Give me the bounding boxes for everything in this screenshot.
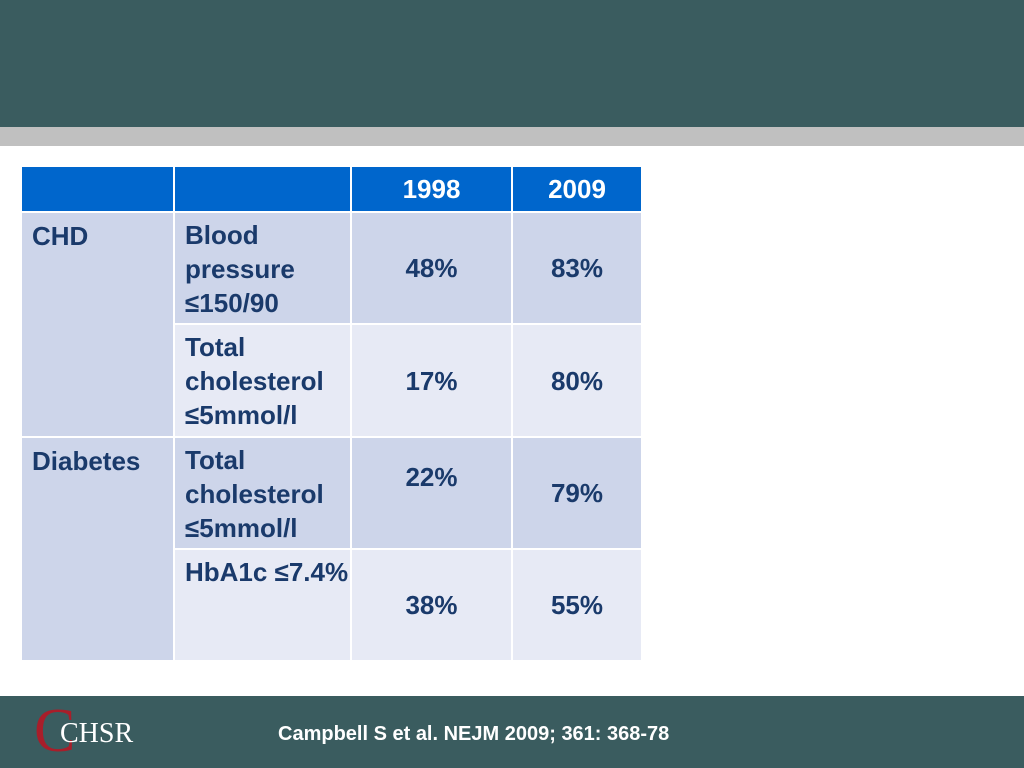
value-2009: 79% bbox=[511, 436, 643, 550]
group-label-diabetes: Diabetes bbox=[20, 436, 175, 662]
table-row: Diabetes Total cholesterol ≤5mmol/l 22% … bbox=[20, 436, 643, 662]
results-table: 1998 2009 CHD Blood pressure ≤150/90 48%… bbox=[20, 165, 643, 662]
header-cell-measure bbox=[173, 165, 352, 213]
measure-label: HbA1c ≤7.4% bbox=[173, 548, 352, 662]
table-row: HbA1c ≤7.4% 38% 55% bbox=[21, 548, 643, 662]
chsr-logo: C CHSR bbox=[34, 700, 144, 762]
group-label-chd: CHD bbox=[20, 211, 175, 438]
value-1998: 48% bbox=[350, 211, 513, 325]
logo-text: CHSR bbox=[60, 718, 134, 749]
value-2009: 80% bbox=[511, 323, 643, 438]
value-2009: 83% bbox=[511, 211, 643, 325]
citation-text: Campbell S et al. NEJM 2009; 361: 368-78 bbox=[278, 723, 670, 745]
value-1998: 22% bbox=[350, 436, 513, 550]
top-banner bbox=[0, 0, 1024, 127]
header-cell-1998: 1998 bbox=[350, 165, 513, 213]
measure-label: Total cholesterol ≤5mmol/l bbox=[173, 436, 352, 550]
top-divider-stripe bbox=[0, 127, 1024, 146]
value-1998: 17% bbox=[350, 323, 513, 438]
footer-banner bbox=[0, 696, 1024, 768]
logo-letter: C bbox=[34, 697, 76, 765]
value-1998: 38% bbox=[350, 548, 513, 662]
measure-label: Total cholesterol ≤5mmol/l bbox=[173, 323, 352, 438]
table-row: CHD Blood pressure ≤150/90 48% 83% bbox=[20, 211, 643, 438]
measure-label: Blood pressure ≤150/90 bbox=[173, 211, 352, 325]
header-row: 1998 2009 bbox=[20, 165, 643, 213]
value-2009: 55% bbox=[511, 548, 643, 662]
header-cell-2009: 2009 bbox=[511, 165, 643, 213]
table-row: Total cholesterol ≤5mmol/l 17% 80% bbox=[21, 323, 643, 438]
header-cell-group bbox=[20, 165, 175, 213]
